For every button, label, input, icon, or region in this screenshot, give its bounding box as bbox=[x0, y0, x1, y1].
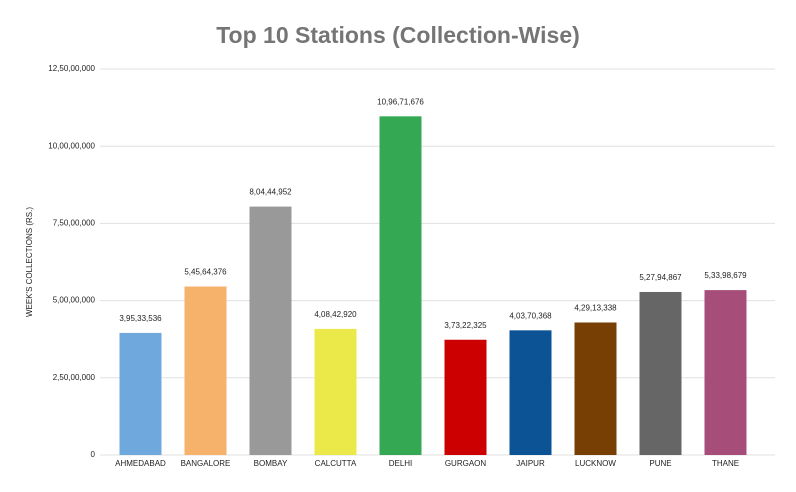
data-label: 5,33,98,679 bbox=[704, 271, 747, 280]
y-tick-label: 2,50,00,000 bbox=[53, 373, 96, 382]
x-tick-label: AHMEDABAD bbox=[115, 459, 166, 468]
data-label: 5,45,64,376 bbox=[184, 268, 227, 277]
data-label: 8,04,44,952 bbox=[249, 188, 292, 197]
bar bbox=[444, 339, 487, 455]
bar bbox=[704, 290, 747, 455]
x-tick-label: BOMBAY bbox=[254, 459, 288, 468]
chart-title: Top 10 Stations (Collection-Wise) bbox=[216, 22, 580, 48]
data-label: 4,08,42,920 bbox=[314, 310, 357, 319]
x-tick-label: GURGAON bbox=[445, 459, 487, 468]
bar bbox=[119, 332, 162, 455]
x-tick-label: BANGALORE bbox=[181, 459, 231, 468]
y-tick-label: 5,00,00,000 bbox=[53, 296, 96, 305]
bar bbox=[509, 330, 552, 455]
bar bbox=[574, 322, 617, 455]
data-label: 5,27,94,867 bbox=[639, 273, 682, 282]
bar bbox=[249, 206, 292, 455]
y-tick-label: 12,50,00,000 bbox=[48, 64, 95, 73]
data-label: 4,29,13,338 bbox=[574, 304, 617, 313]
y-tick-label: 0 bbox=[91, 450, 96, 459]
bar bbox=[184, 286, 227, 455]
data-label: 4,03,70,368 bbox=[509, 311, 552, 320]
x-tick-label: JAIPUR bbox=[516, 459, 545, 468]
x-tick-label: PUNE bbox=[649, 459, 671, 468]
data-label: 10,96,71,676 bbox=[377, 97, 424, 106]
bar bbox=[379, 116, 422, 455]
x-tick-label: DELHI bbox=[389, 459, 413, 468]
data-label: 3,95,33,536 bbox=[119, 314, 162, 323]
y-tick-label: 7,50,00,000 bbox=[53, 219, 96, 228]
y-axis-label: WEEK'S COLLECTIONS (RS.) bbox=[25, 207, 34, 317]
y-tick-label: 10,00,00,000 bbox=[48, 141, 95, 150]
bar bbox=[314, 328, 357, 455]
bar bbox=[639, 291, 682, 455]
x-tick-label: LUCKNOW bbox=[575, 459, 616, 468]
x-tick-label: THANE bbox=[712, 459, 739, 468]
data-label: 3,73,22,325 bbox=[444, 321, 487, 330]
x-tick-label: CALCUTTA bbox=[315, 459, 357, 468]
